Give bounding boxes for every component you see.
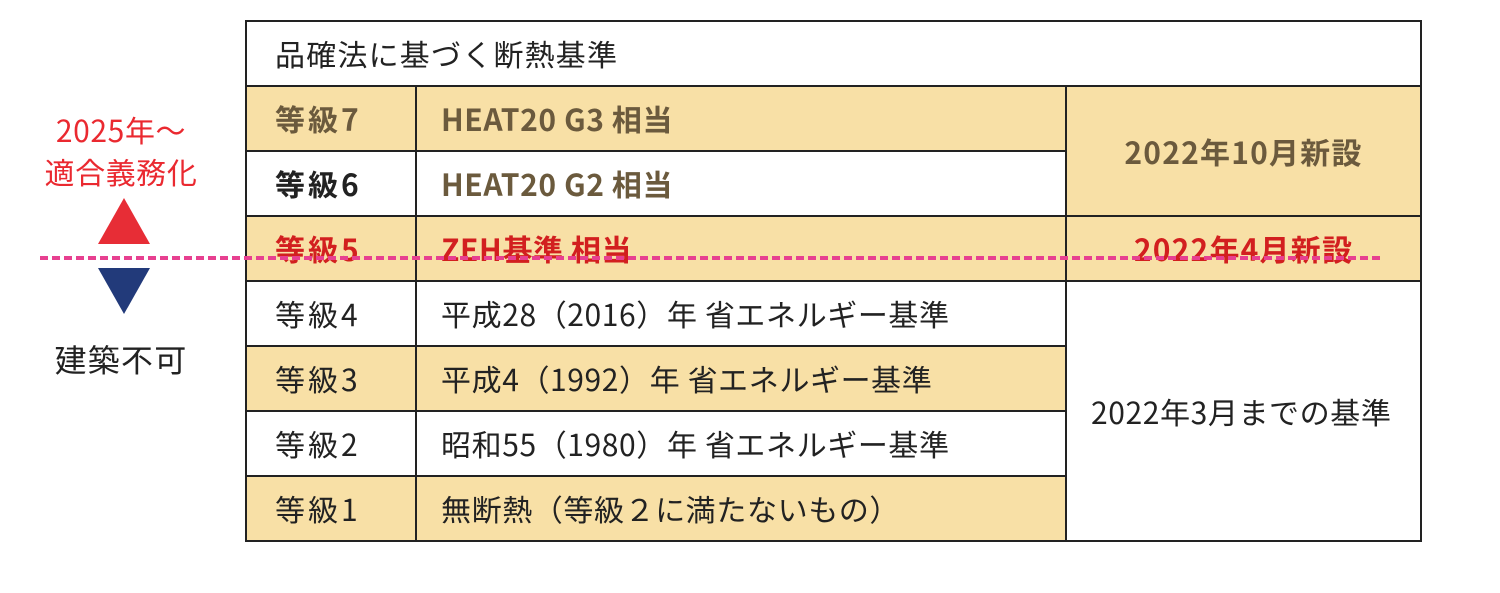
table-row: 等級7 HEAT20 G3 相当 2022年10月新設 [246,86,1421,151]
note-cell-new-oct: 2022年10月新設 [1066,86,1421,216]
desc-cell: 平成28（2016）年 省エネルギー基準 [416,281,1066,346]
table-header: 品確法に基づく断熱基準 [246,21,1421,86]
desc-cell: 昭和55（1980）年 省エネルギー基準 [416,411,1066,476]
table-row: 等級5 ZEH基準 相当 2022年4月新設 [246,216,1421,281]
grade-cell: 等級1 [246,476,416,541]
grade-cell: 等級3 [246,346,416,411]
left-top-line2: 適合義務化 [45,149,198,193]
desc-cell: 無断熱（等級２に満たないもの） [416,476,1066,541]
grade-cell: 等級6 [246,151,416,216]
table-header-row: 品確法に基づく断熱基準 [246,21,1421,86]
canvas: 2025年〜 適合義務化 建築不可 品確法に基づく断熱基準 等級7 HEAT20… [0,0,1500,593]
desc-cell: ZEH基準 相当 [416,216,1066,281]
grade-cell: 等級5 [246,216,416,281]
arrow-up-icon [98,198,150,244]
left-top-line1: 2025年〜 [56,107,186,151]
note-cell-new-apr: 2022年4月新設 [1066,216,1421,281]
grade-cell: 等級4 [246,281,416,346]
desc-cell: HEAT20 G3 相当 [416,86,1066,151]
left-top-label: 2025年〜 適合義務化 [16,108,226,192]
left-bottom-label: 建築不可 [16,336,226,382]
arrow-down-icon [98,268,150,314]
insulation-standards-table: 品確法に基づく断熱基準 等級7 HEAT20 G3 相当 2022年10月新設 … [245,20,1422,542]
desc-cell: HEAT20 G2 相当 [416,151,1066,216]
dotted-divider [40,256,1380,260]
note-cell-prior: 2022年3月までの基準 [1066,281,1421,541]
grade-cell: 等級2 [246,411,416,476]
table-row: 等級4 平成28（2016）年 省エネルギー基準 2022年3月までの基準 [246,281,1421,346]
grade-cell: 等級7 [246,86,416,151]
desc-cell: 平成4（1992）年 省エネルギー基準 [416,346,1066,411]
